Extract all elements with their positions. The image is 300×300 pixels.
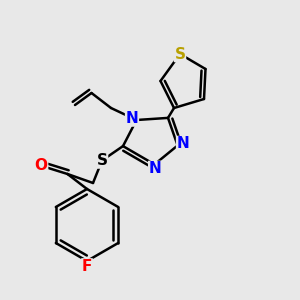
Text: S: S bbox=[97, 153, 107, 168]
Text: N: N bbox=[149, 161, 161, 176]
Text: N: N bbox=[177, 136, 189, 152]
Text: O: O bbox=[34, 158, 48, 172]
Text: S: S bbox=[175, 46, 185, 62]
Text: N: N bbox=[126, 111, 138, 126]
Text: F: F bbox=[82, 259, 92, 274]
